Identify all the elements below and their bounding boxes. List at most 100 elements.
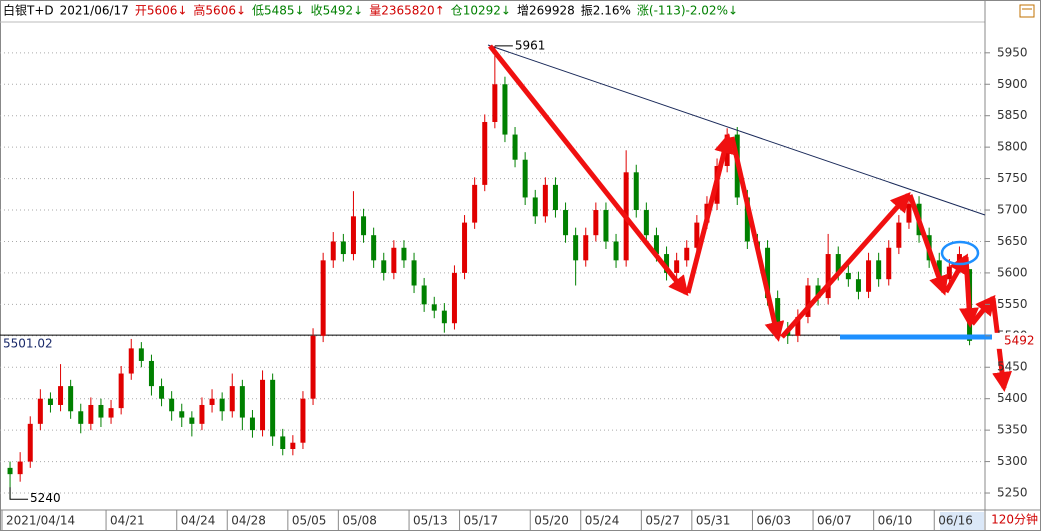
x-tick-label: 05/27 <box>645 514 680 528</box>
candle-body <box>876 260 882 280</box>
x-tick-label: 05/20 <box>534 514 569 528</box>
y-tick-label: 5850 <box>997 108 1028 122</box>
x-tick-label: 05/05 <box>292 514 327 528</box>
candle-body <box>280 436 286 449</box>
candle-body <box>441 310 447 324</box>
candle-body <box>290 442 296 449</box>
candle-body <box>47 398 53 405</box>
candle-body <box>694 222 700 248</box>
candle-body <box>552 184 558 211</box>
candle-body <box>603 210 609 242</box>
candle-body <box>633 172 639 211</box>
candle-body <box>7 467 13 475</box>
candle-body <box>886 247 892 280</box>
candle-body <box>169 398 175 412</box>
candle-body <box>27 423 33 462</box>
candle-body <box>249 417 255 431</box>
candle-body <box>58 386 64 405</box>
candle-body <box>300 398 306 443</box>
arrow <box>959 256 980 328</box>
candle-body <box>583 235 589 261</box>
x-tick-label: 04/24 <box>181 514 216 528</box>
candle-body <box>492 84 498 122</box>
candle-body <box>98 404 104 418</box>
candle-body <box>371 235 377 261</box>
candle-body <box>482 121 488 185</box>
candle-body <box>229 386 235 412</box>
y-tick-label: 5300 <box>997 454 1028 468</box>
header-item: 量2365820↑ <box>369 4 445 18</box>
y-tick-label: 5900 <box>997 77 1028 91</box>
candle-body <box>118 373 124 409</box>
candle-body <box>138 348 144 361</box>
y-tick-label: 5600 <box>997 265 1028 279</box>
candle-body <box>744 197 750 242</box>
candle-body <box>159 386 165 399</box>
y-tick-label: 5350 <box>997 423 1028 437</box>
arrow <box>685 133 734 294</box>
x-tick-label: 06/10 <box>878 514 913 528</box>
candle-body <box>795 316 801 336</box>
candle-body <box>643 210 649 236</box>
header-item: 涨(-113)-2.02%↓ <box>637 3 738 18</box>
y-tick-label: 5250 <box>997 486 1028 500</box>
x-tick-label: 05/31 <box>696 514 731 528</box>
candle-body <box>239 386 245 418</box>
arrow <box>488 44 689 297</box>
candle-body <box>209 398 215 405</box>
candle-body <box>128 348 134 374</box>
period-label: 120分钟 <box>991 512 1038 527</box>
candle-body <box>835 254 841 273</box>
candle-body <box>320 260 326 336</box>
x-tick-label: 04/28 <box>231 514 266 528</box>
candle-body <box>674 260 680 273</box>
y-tick-label: 5650 <box>997 234 1028 248</box>
candle-body <box>451 272 457 324</box>
candle-body <box>381 260 387 273</box>
candle-body <box>148 360 154 387</box>
y-tick-label: 5750 <box>997 171 1028 185</box>
candle-body <box>522 159 528 198</box>
candle-body <box>68 386 74 412</box>
y-tick-label: 5400 <box>997 391 1028 405</box>
header-item: 2021/06/17 <box>60 4 129 18</box>
y-tick-label: 5700 <box>997 203 1028 217</box>
candle-body <box>825 254 831 299</box>
candle-body <box>361 216 367 236</box>
candle-body <box>330 241 336 261</box>
window-icon[interactable] <box>1019 4 1035 18</box>
candle-body <box>340 241 346 255</box>
candle-body <box>573 235 579 261</box>
y-tick-label: 5950 <box>997 45 1028 59</box>
x-tick-label: 06/07 <box>817 514 852 528</box>
candle-body <box>512 134 518 160</box>
x-tick-label: 06/16 <box>938 514 973 528</box>
candle-body <box>350 216 356 255</box>
candle-body <box>421 285 427 305</box>
candle-body <box>946 266 952 280</box>
x-tick-label: 06/03 <box>756 514 791 528</box>
candle-body <box>936 260 942 280</box>
y-tick-label: 5450 <box>997 360 1028 374</box>
x-tick-label: 05/24 <box>585 514 620 528</box>
header-item: 振2.16% <box>581 4 631 18</box>
candle-body <box>179 411 185 418</box>
header-item: 仓10292↓ <box>451 4 511 18</box>
header-item: 高5606↓ <box>193 3 246 18</box>
candle-body <box>17 461 23 475</box>
candle-body <box>502 84 508 135</box>
trend-line <box>487 44 986 216</box>
candle-body <box>37 398 43 424</box>
arrow <box>780 192 911 339</box>
y-tick-label: 5800 <box>997 140 1028 154</box>
x-tick-label: 05/17 <box>464 514 499 528</box>
y-tick-label: 5550 <box>997 297 1028 311</box>
candle-body <box>815 285 821 299</box>
candle-body <box>866 260 872 292</box>
candle-body <box>401 247 407 261</box>
highlight-ellipse <box>940 240 980 266</box>
candle-body <box>310 335 316 399</box>
header-item: 白银T+D <box>3 3 54 18</box>
